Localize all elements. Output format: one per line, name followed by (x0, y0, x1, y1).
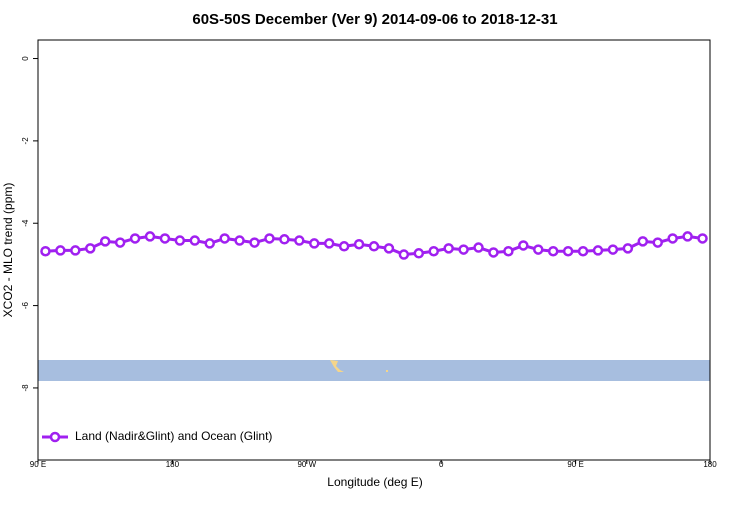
data-point (129, 233, 141, 244)
data-point (488, 247, 499, 258)
data-point (607, 244, 619, 255)
data-point (383, 243, 395, 254)
data-point (204, 238, 215, 249)
data-point (219, 233, 230, 244)
data-point (144, 231, 156, 242)
data-point (533, 244, 544, 255)
data-point (70, 245, 81, 256)
data-point (652, 237, 663, 248)
data-point (518, 240, 529, 251)
x-tick-label: 0 (439, 460, 444, 469)
map-land (330, 360, 344, 372)
y-axis-label: XCO2 - MLO trend (ppm) (1, 183, 15, 318)
data-point (682, 231, 693, 242)
data-point (503, 245, 514, 257)
x-tick-label: 90 W (297, 460, 316, 469)
legend-label: Land (Nadir&Glint) and Ocean (Glint) (75, 429, 272, 443)
data-point (353, 238, 365, 250)
data-point (562, 245, 574, 257)
x-tick-label: 90 E (567, 460, 583, 469)
map-land (386, 370, 388, 372)
data-point (667, 233, 678, 244)
x-tick-label: 90 E (30, 460, 46, 469)
data-point (592, 245, 604, 256)
data-point (174, 235, 186, 246)
data-point (294, 235, 305, 246)
y-tick-label: -4 (21, 219, 30, 227)
data-point (398, 249, 410, 260)
y-tick-label: -8 (21, 384, 30, 392)
data-point (443, 243, 454, 254)
data-point (622, 243, 634, 254)
data-point (428, 245, 439, 257)
map-band (38, 360, 710, 381)
y-tick-label: -2 (21, 137, 30, 145)
data-point (85, 243, 96, 254)
data-point (189, 235, 201, 246)
data-point (413, 248, 425, 259)
chart-title: 60S-50S December (Ver 9) 2014-09-06 to 2… (192, 11, 557, 28)
data-point (547, 245, 559, 257)
data-point (577, 245, 589, 257)
data-point (309, 238, 320, 249)
plot-frame (37, 39, 711, 461)
data-point (249, 237, 260, 248)
data-point (279, 234, 290, 245)
data-point (368, 241, 380, 252)
data-point (159, 233, 171, 244)
data-point (637, 236, 649, 247)
x-tick-label: 180 (166, 460, 180, 469)
data-point (55, 245, 66, 256)
data-point (234, 235, 245, 246)
data-point (40, 245, 51, 257)
data-point (458, 244, 469, 255)
legend-marker (49, 431, 61, 443)
data-point (99, 236, 111, 247)
data-point (338, 241, 350, 252)
data-point (473, 242, 484, 253)
data-point (697, 233, 708, 244)
data-point (323, 238, 335, 249)
y-tick-label: -6 (21, 301, 30, 309)
x-tick-label: 180 (703, 460, 717, 469)
data-point (114, 237, 126, 248)
x-axis-label: Longitude (deg E) (327, 475, 422, 489)
y-tick-label: 0 (21, 56, 30, 61)
data-point (264, 233, 275, 244)
